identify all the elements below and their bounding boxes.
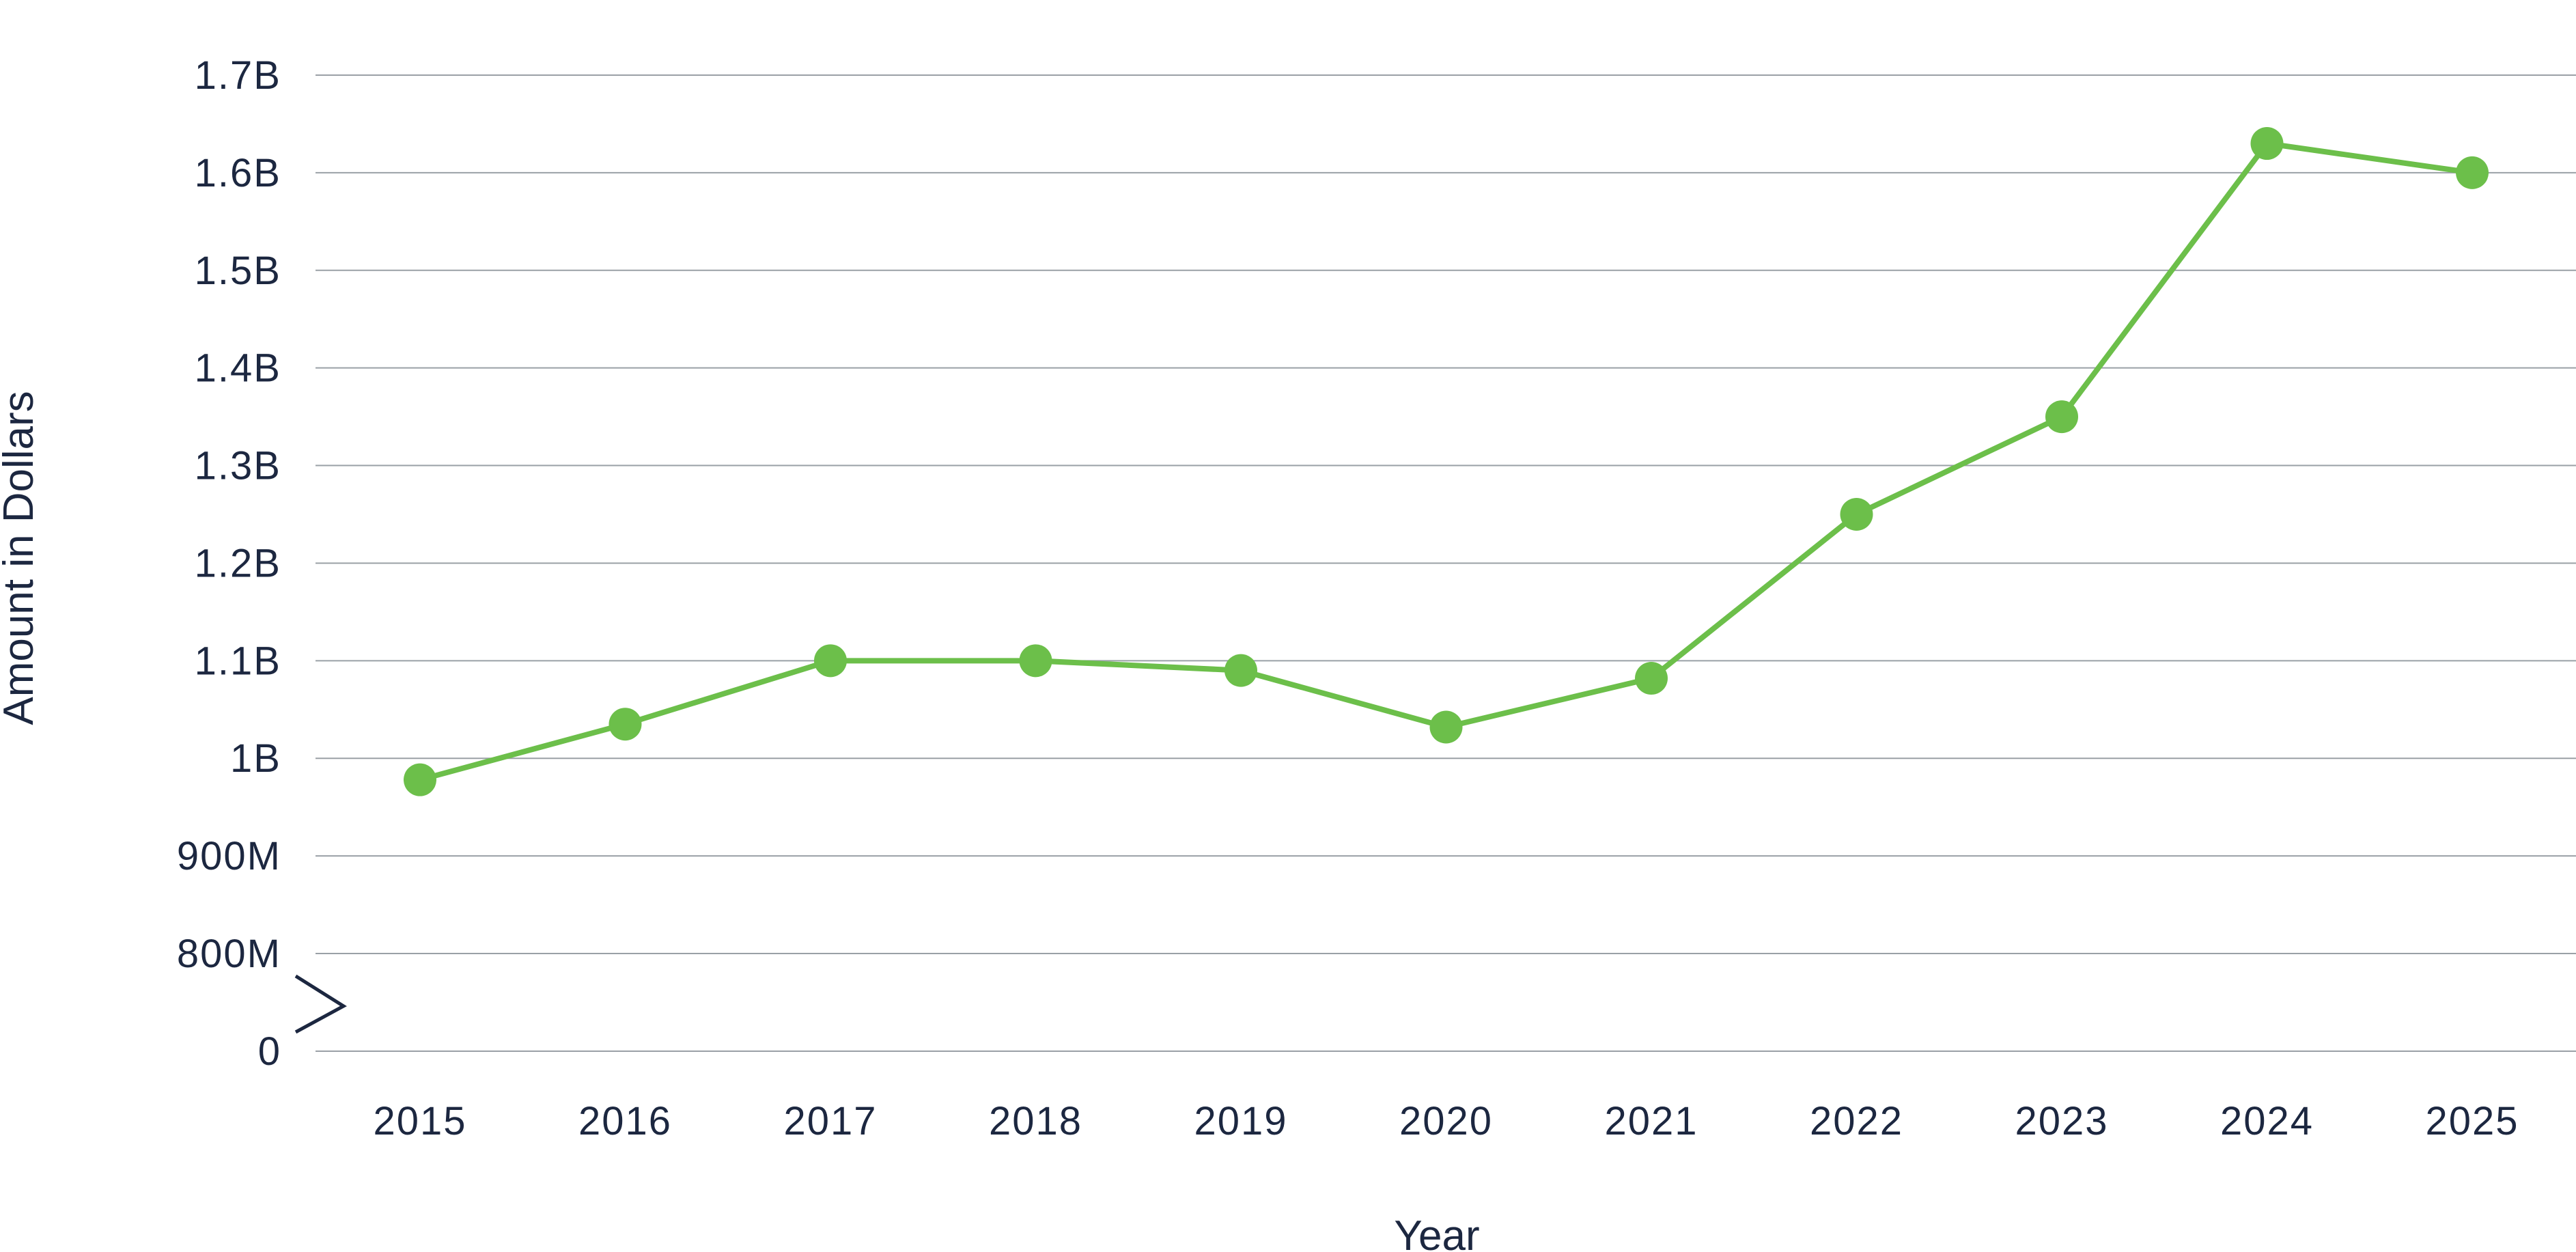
axis-break-chevron — [294, 974, 347, 1034]
y-tick-label: 1.4B — [195, 346, 281, 391]
data-point-2019 — [1224, 654, 1257, 687]
x-tick-label: 2019 — [1194, 1099, 1287, 1143]
x-tick-label: 2024 — [2220, 1099, 2314, 1143]
x-tick-label: 2017 — [783, 1099, 877, 1143]
x-tick-labels: 2015 2016 2017 2018 2019 2020 2021 2022 2023 2024… — [373, 1099, 2519, 1143]
axis-break-marker — [294, 974, 347, 1034]
y-tick-label: 1.7B — [195, 53, 281, 98]
grid-lines — [316, 74, 2576, 1052]
x-tick-label: 2016 — [578, 1099, 672, 1143]
data-point-2021 — [1635, 662, 1668, 695]
x-tick-label: 2018 — [989, 1099, 1082, 1143]
x-tick-label: 2015 — [373, 1099, 466, 1143]
x-tick-label: 2022 — [1810, 1099, 1903, 1143]
y-tick-label: 1B — [230, 736, 281, 781]
data-point-2024 — [2250, 127, 2284, 161]
y-tick-label: 1.6B — [195, 151, 281, 195]
data-point-2023 — [2045, 400, 2078, 434]
x-tick-label: 2021 — [1604, 1099, 1698, 1143]
y-axis-title: Amount in Dollars — [0, 391, 42, 725]
data-point-2015 — [404, 763, 436, 796]
y-tick-label: 0 — [258, 1029, 281, 1074]
x-tick-label: 2020 — [1399, 1099, 1493, 1143]
data-point-2016 — [608, 708, 642, 741]
y-tick-label: 1.2B — [195, 541, 281, 585]
x-axis-title: Year — [1394, 1212, 1479, 1252]
data-point-2018 — [1019, 644, 1052, 678]
y-tick-label: 1.1B — [195, 639, 281, 683]
x-tick-label: 2023 — [2015, 1099, 2108, 1143]
series-group — [404, 127, 2489, 796]
data-point-2022 — [1840, 498, 1873, 531]
y-tick-labels: 0 800M 900M 1B 1.1B 1.2B 1.3B 1.4B 1.5B 1.6B 1.7B — [177, 53, 281, 1074]
y-tick-label: 900M — [177, 834, 281, 878]
y-tick-label: 1.3B — [195, 444, 281, 488]
y-tick-label: 1.5B — [195, 249, 281, 293]
data-point-2020 — [1429, 710, 1463, 744]
x-tick-label: 2025 — [2425, 1099, 2519, 1143]
data-point-2017 — [814, 644, 847, 678]
data-point-2025 — [2456, 156, 2489, 189]
series-line — [417, 141, 2475, 783]
y-tick-label: 800M — [177, 932, 281, 976]
